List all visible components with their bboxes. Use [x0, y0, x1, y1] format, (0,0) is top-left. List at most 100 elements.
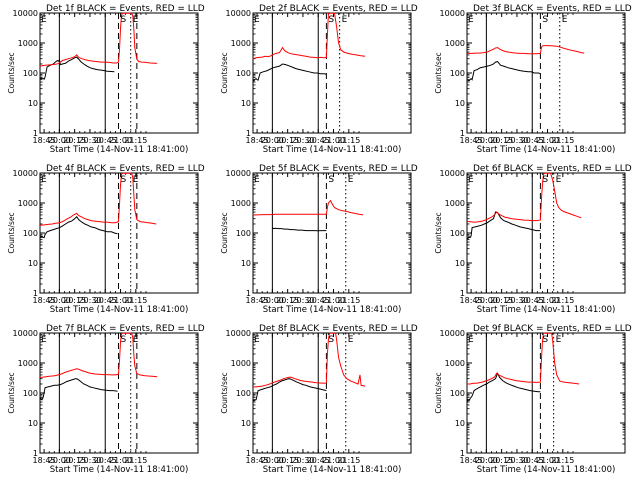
- chart-panel-2: Det 2f BLACK = Events, RED = LLD 1 10 100 10…: [220, 4, 418, 155]
- y-tick-label: 1: [33, 129, 38, 138]
- flag-label: E: [133, 335, 139, 345]
- y-axis-label: Counts/sec: [220, 212, 229, 253]
- y-tick-label: 1000: [231, 39, 251, 48]
- flag-label: S: [120, 335, 126, 345]
- flag-label: E: [41, 175, 47, 185]
- x-tick-label: 18:45: [33, 456, 56, 465]
- y-tick-label: 10: [28, 99, 38, 108]
- x-tick-label: 18:45: [460, 296, 483, 305]
- y-tick-label: 10000: [440, 9, 465, 18]
- events-series-line: [466, 211, 541, 240]
- y-tick-label: 1000: [231, 199, 251, 208]
- x-tick-label: 20:00: [475, 136, 498, 145]
- flag-label: S: [542, 15, 548, 25]
- x-tick-label: 20:45: [307, 296, 330, 305]
- chart-title: Det 8f BLACK = Events, RED = LLD: [259, 324, 418, 334]
- x-tick-label: 20:45: [521, 136, 544, 145]
- flag-label: S: [120, 15, 126, 25]
- x-tick-label: 20:00: [475, 456, 498, 465]
- y-tick-label: 10: [455, 419, 465, 428]
- x-tick-label: 20:30: [291, 296, 314, 305]
- x-tick-label: 20:15: [63, 136, 86, 145]
- x-tick-label: 18:45: [460, 456, 483, 465]
- x-tick-label: 21:15: [337, 456, 360, 465]
- flag-label: S: [120, 175, 126, 185]
- y-tick-label: 1000: [18, 199, 38, 208]
- x-tick-label: 18:45: [246, 136, 269, 145]
- y-tick-label: 1000: [18, 359, 38, 368]
- x-axis-label: Start Time (14-Nov-11 18:41:00): [263, 305, 402, 315]
- x-tick-label: 21:15: [337, 296, 360, 305]
- x-tick-label: 20:15: [276, 136, 299, 145]
- x-tick-label: 20:15: [490, 136, 513, 145]
- x-axis-label: Start Time (14-Nov-11 18:41:00): [50, 145, 189, 155]
- events-series-line: [39, 378, 118, 401]
- x-tick-label: 18:45: [33, 136, 56, 145]
- y-tick-label: 1: [33, 289, 38, 298]
- y-tick-label: 10000: [226, 169, 251, 178]
- x-axis-label: Start Time (14-Nov-11 18:41:00): [477, 305, 616, 315]
- x-axis-label: Start Time (14-Nov-11 18:41:00): [263, 145, 402, 155]
- y-tick-label: 10: [28, 419, 38, 428]
- x-axis-label: Start Time (14-Nov-11 18:41:00): [50, 465, 189, 475]
- x-tick-label: 20:45: [94, 456, 117, 465]
- chart-panel-7: Det 7f BLACK = Events, RED = LLD 1 10 100 10…: [7, 324, 205, 475]
- x-tick-label: 21:00: [536, 136, 559, 145]
- x-tick-label: 18:45: [33, 296, 56, 305]
- y-axis-label: Counts/sec: [220, 52, 229, 93]
- events-series-line: [466, 372, 541, 403]
- x-tick-label: 20:30: [78, 136, 101, 145]
- x-tick-label: 20:15: [276, 456, 299, 465]
- events-series-line: [252, 63, 327, 82]
- y-tick-label: 10000: [13, 329, 38, 338]
- x-tick-label: 20:15: [63, 296, 86, 305]
- y-tick-label: 1000: [18, 39, 38, 48]
- events-series-line: [39, 215, 118, 239]
- y-axis-label: Counts/sec: [434, 212, 443, 253]
- x-tick-label: 20:15: [490, 296, 513, 305]
- x-tick-label: 20:30: [78, 456, 101, 465]
- y-tick-label: 10: [455, 259, 465, 268]
- lld-series-line: [467, 332, 580, 385]
- x-tick-label: 21:15: [124, 296, 147, 305]
- chart-panel-4: Det 4f BLACK = Events, RED = LLD 1 10 100 10…: [7, 164, 205, 315]
- x-tick-label: 20:00: [261, 456, 284, 465]
- x-tick-label: 21:15: [551, 296, 574, 305]
- chart-title: Det 3f BLACK = Events, RED = LLD: [473, 4, 632, 14]
- x-tick-label: 20:45: [307, 136, 330, 145]
- y-axis-label: Counts/sec: [7, 52, 16, 93]
- plot-frame: [466, 332, 626, 454]
- x-tick-label: 20:00: [48, 456, 71, 465]
- flag-label: S: [328, 175, 334, 185]
- y-tick-label: 10000: [13, 9, 38, 18]
- x-axis-label: Start Time (14-Nov-11 18:41:00): [477, 145, 616, 155]
- flag-label: E: [254, 175, 260, 185]
- y-tick-label: 1000: [445, 359, 465, 368]
- lld-series-line: [39, 172, 157, 226]
- chart-title: Det 4f BLACK = Events, RED = LLD: [46, 164, 205, 174]
- x-tick-label: 20:45: [521, 456, 544, 465]
- x-tick-label: 20:45: [94, 296, 117, 305]
- plot-frame: [252, 332, 412, 454]
- x-tick-label: 18:45: [460, 136, 483, 145]
- flag-label: E: [468, 15, 474, 25]
- x-axis-label: Start Time (14-Nov-11 18:41:00): [263, 465, 402, 475]
- y-axis-label: Counts/sec: [7, 372, 16, 413]
- y-tick-label: 1: [460, 129, 465, 138]
- y-axis-label: Counts/sec: [7, 212, 16, 253]
- x-tick-label: 21:00: [109, 296, 132, 305]
- x-tick-label: 20:45: [307, 456, 330, 465]
- x-tick-label: 21:15: [124, 136, 147, 145]
- x-tick-label: 21:00: [109, 456, 132, 465]
- chart-panel-1: Det 1f BLACK = Events, RED = LLD 1 10 100 10…: [7, 4, 205, 155]
- lld-series-line: [39, 12, 158, 67]
- x-tick-label: 20:15: [63, 456, 86, 465]
- chart-title: Det 1f BLACK = Events, RED = LLD: [46, 4, 205, 14]
- y-tick-label: 100: [450, 389, 465, 398]
- x-tick-label: 18:45: [246, 296, 269, 305]
- x-tick-label: 21:15: [551, 136, 574, 145]
- x-tick-label: 20:30: [505, 136, 528, 145]
- events-series-line: [466, 61, 541, 82]
- flag-label: S: [542, 335, 548, 345]
- plot-frame: [466, 172, 626, 294]
